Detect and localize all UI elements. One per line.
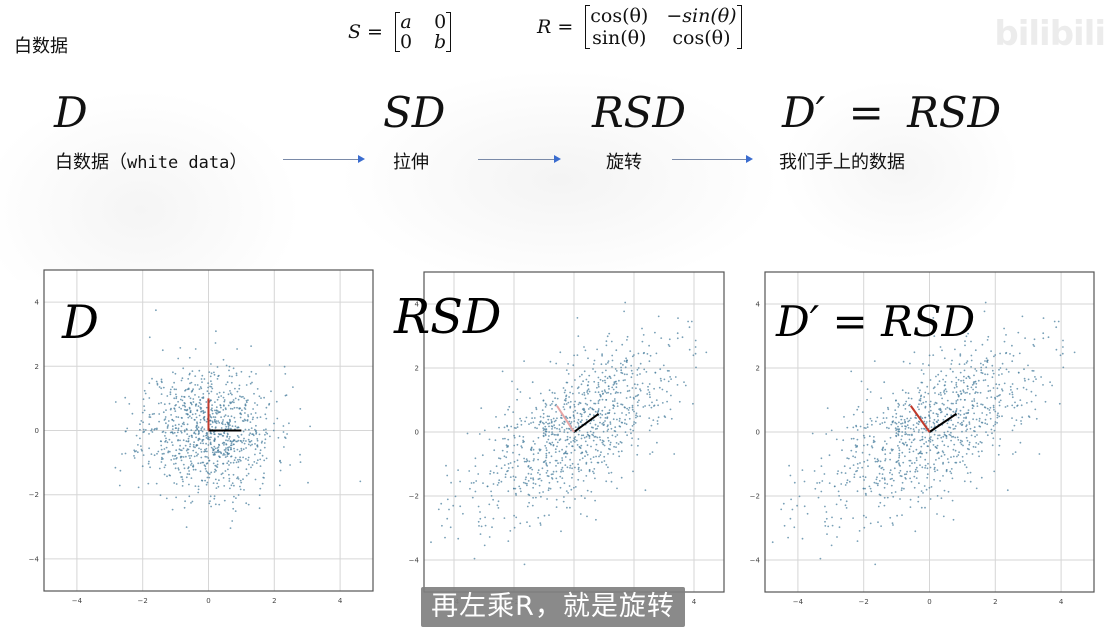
slide-heading: 白数据: [14, 36, 68, 57]
label-cn: 白数据: [55, 152, 109, 173]
matrix-cell: −sin(θ): [666, 5, 737, 27]
scatter-points: [771, 301, 1076, 566]
plot-title-d: D: [62, 295, 99, 349]
basis-vector: [909, 405, 931, 433]
y-tick-label: 2: [35, 363, 39, 371]
plot-title-d-prime: D′ = RSD: [776, 297, 976, 346]
y-tick-label: 4: [415, 301, 420, 309]
x-tick-label: 4: [338, 597, 343, 605]
paren: （: [109, 152, 127, 173]
x-tick-label: −2: [859, 598, 869, 606]
y-tick-label: 0: [415, 429, 419, 437]
y-tick-label: 0: [756, 429, 760, 437]
equals-sign: =: [367, 21, 383, 43]
matrix-cell: sin(θ): [592, 27, 647, 49]
arrow-right-icon: [478, 155, 561, 163]
step-math-sd: SD: [383, 88, 446, 137]
basis-vector: [573, 412, 600, 433]
step-math-rsd: RSD: [592, 88, 687, 137]
x-tick-label: −4: [793, 598, 804, 606]
step-label-rotate: 旋转: [606, 152, 642, 173]
y-tick-label: −2: [409, 493, 419, 501]
arrow-right-icon: [283, 155, 365, 163]
x-tick-label: 2: [993, 598, 997, 606]
scatter-points: [430, 301, 708, 566]
final-eq: =: [848, 88, 884, 137]
matrix-cell: cos(θ): [590, 5, 649, 27]
x-tick-label: 4: [692, 598, 697, 606]
plot-canvas: −4 −2 0 2 4 −4 −2 0 2 4: [750, 271, 1095, 606]
basis-vector: [928, 412, 958, 433]
matrix-cell: cos(θ): [672, 27, 731, 49]
scale-matrix: a 0 0 b: [394, 11, 452, 53]
paren: ）: [229, 152, 248, 173]
y-tick-label: 2: [415, 365, 419, 373]
y-tick-label: −4: [409, 557, 420, 565]
y-tick-label: −2: [750, 493, 760, 501]
label-en: white data: [127, 153, 230, 173]
matrix-cell: a: [400, 11, 412, 33]
y-tick-label: 0: [35, 427, 39, 435]
background-map-texture: [0, 60, 1111, 280]
arrow-right-icon: [672, 155, 753, 163]
step-label-white-data: 白数据（white data）: [55, 148, 247, 174]
x-tick-label: 0: [927, 598, 931, 606]
bilibili-watermark: bilibili: [994, 14, 1106, 54]
rotation-matrix: cos(θ) −sin(θ) sin(θ) cos(θ): [585, 5, 742, 49]
scatter-points: [114, 309, 362, 529]
step-label-our-data: 我们手上的数据: [779, 152, 905, 173]
y-tick-label: 4: [35, 299, 40, 307]
matrix-cell: 0: [399, 31, 413, 53]
scatter-plot-d-prime: −4 −2 0 2 4 −4 −2 0 2 4: [750, 271, 1095, 606]
x-tick-label: 2: [272, 597, 276, 605]
step-math-d: D: [54, 88, 88, 137]
x-tick-label: 0: [206, 597, 210, 605]
y-tick-label: 4: [756, 301, 761, 309]
x-tick-label: −4: [72, 597, 83, 605]
y-tick-label: −2: [29, 491, 39, 499]
rotation-matrix-symbol: R: [537, 16, 552, 38]
scale-matrix-formula: S = a 0 0 b: [348, 11, 452, 53]
scale-matrix-symbol: S: [348, 21, 362, 43]
step-math-final: D′ = RSD: [782, 88, 1001, 137]
final-lhs: D′: [782, 88, 826, 137]
x-tick-label: −2: [138, 597, 148, 605]
final-rhs: RSD: [907, 88, 1002, 137]
rotation-matrix-formula: R = cos(θ) −sin(θ) sin(θ) cos(θ): [537, 5, 742, 49]
x-tick-label: 4: [1059, 598, 1064, 606]
basis-vector: [556, 405, 575, 433]
video-subtitle: 再左乘R，就是旋转: [421, 587, 685, 627]
y-tick-label: 2: [756, 365, 760, 373]
equals-sign: =: [557, 16, 574, 38]
scatter-plot-d: −4 −2 0 2 4 −4 −2 0 2 4: [29, 269, 374, 605]
y-tick-label: −4: [750, 557, 761, 565]
step-label-stretch: 拉伸: [393, 152, 429, 173]
plot-canvas: −4 −2 0 2 4 −4 −2 0 2 4: [29, 269, 374, 605]
plot-title-rsd: RSD: [394, 289, 502, 345]
matrix-cell: b: [434, 31, 447, 53]
y-tick-label: −4: [29, 555, 40, 563]
matrix-cell: 0: [434, 11, 447, 33]
